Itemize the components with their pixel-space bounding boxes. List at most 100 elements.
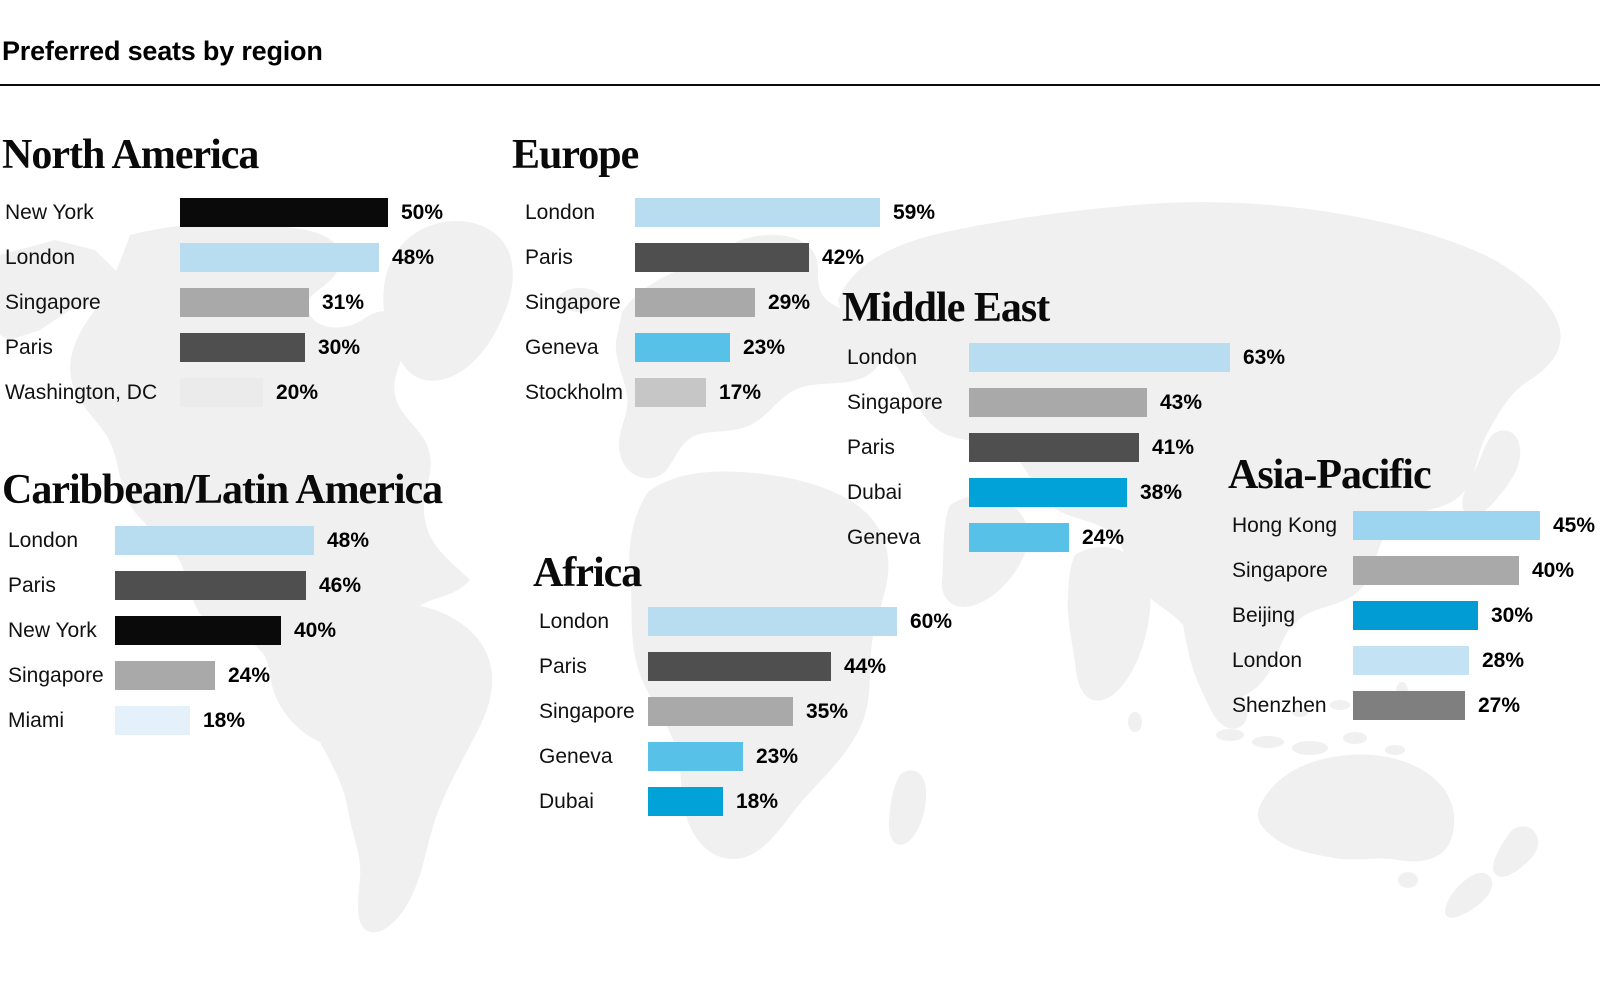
value-label: 46%: [319, 573, 362, 597]
value-label: 59%: [893, 200, 936, 224]
bar-row: London 63%: [847, 335, 1285, 380]
value-bar: [115, 616, 281, 645]
value-bar: [180, 378, 263, 407]
value-label: 24%: [228, 663, 271, 687]
value-label: 18%: [736, 789, 779, 813]
city-label: London: [1232, 648, 1303, 672]
bar-row: London 59%: [525, 190, 935, 235]
value-bar: [115, 661, 215, 690]
value-bar: [180, 243, 379, 272]
value-label: 27%: [1478, 693, 1521, 717]
value-bar: [635, 288, 755, 317]
value-label: 23%: [743, 335, 786, 359]
city-label: Dubai: [847, 480, 902, 504]
value-label: 48%: [327, 528, 370, 552]
region-rows: London 63% Singapore 43% Paris 41% Dubai 38% Gen…: [847, 335, 1285, 560]
city-label: Paris: [8, 573, 56, 597]
city-label: London: [8, 528, 79, 552]
city-label: Dubai: [539, 789, 594, 813]
city-label: Paris: [525, 245, 573, 269]
value-label: 29%: [768, 290, 811, 314]
value-label: 18%: [203, 708, 246, 732]
value-bar: [969, 523, 1069, 552]
value-label: 41%: [1152, 435, 1195, 459]
city-label: Geneva: [525, 335, 599, 359]
bar-row: Singapore 29%: [525, 280, 935, 325]
value-bar: [635, 198, 880, 227]
value-label: 38%: [1140, 480, 1183, 504]
value-bar: [648, 742, 743, 771]
value-bar: [969, 478, 1127, 507]
value-label: 40%: [1532, 558, 1575, 582]
bar-row: Paris 42%: [525, 235, 935, 280]
value-bar: [1353, 556, 1519, 585]
bar-row: Dubai 18%: [539, 779, 952, 824]
value-label: 63%: [1243, 345, 1286, 369]
bar-row: Paris 30%: [5, 325, 443, 370]
city-label: Paris: [5, 335, 53, 359]
value-label: 40%: [294, 618, 337, 642]
value-label: 24%: [1082, 525, 1125, 549]
bar-row: Paris 41%: [847, 425, 1285, 470]
bar-row: Singapore 43%: [847, 380, 1285, 425]
region-rows: London 48% Paris 46% New York 40% Singapore 24%…: [8, 518, 369, 743]
value-bar: [115, 706, 190, 735]
city-label: Geneva: [847, 525, 921, 549]
region-heading: Africa: [533, 550, 642, 596]
city-label: Singapore: [5, 290, 101, 314]
value-bar: [180, 333, 305, 362]
city-label: Hong Kong: [1232, 513, 1338, 537]
city-label: New York: [8, 618, 97, 642]
header-divider: [0, 84, 1600, 86]
city-label: Washington, DC: [5, 380, 158, 404]
value-bar: [969, 343, 1230, 372]
value-bar: [635, 378, 706, 407]
value-label: 48%: [392, 245, 435, 269]
bar-row: Washington, DC 20%: [5, 370, 443, 415]
value-label: 23%: [756, 744, 799, 768]
value-bar: [635, 243, 809, 272]
region-rows: New York 50% London 48% Singapore 31% Paris 30%…: [5, 190, 443, 415]
value-label: 31%: [322, 290, 365, 314]
bar-row: New York 40%: [8, 608, 369, 653]
bar-row: London 60%: [539, 599, 952, 644]
value-bar: [648, 697, 793, 726]
value-bar: [1353, 691, 1465, 720]
region-rows: London 59% Paris 42% Singapore 29% Geneva 23% St…: [525, 190, 935, 415]
value-bar: [648, 652, 831, 681]
page-title: Preferred seats by region: [2, 36, 323, 66]
bar-row: London 48%: [5, 235, 443, 280]
city-label: Stockholm: [525, 380, 624, 404]
value-bar: [635, 333, 730, 362]
region-heading: Europe: [512, 132, 639, 178]
city-label: Singapore: [525, 290, 621, 314]
bar-row: Miami 18%: [8, 698, 369, 743]
value-bar: [648, 787, 723, 816]
bar-row: Geneva 24%: [847, 515, 1285, 560]
region-heading: Middle East: [842, 285, 1050, 331]
value-bar: [180, 288, 309, 317]
city-label: London: [5, 245, 76, 269]
bar-row: London 28%: [1232, 638, 1595, 683]
city-label: Geneva: [539, 744, 613, 768]
bar-row: Beijing 30%: [1232, 593, 1595, 638]
city-label: London: [525, 200, 596, 224]
bar-row: Singapore 35%: [539, 689, 952, 734]
bar-row: New York 50%: [5, 190, 443, 235]
city-label: Shenzhen: [1232, 693, 1327, 717]
bar-row: Paris 44%: [539, 644, 952, 689]
city-label: Paris: [539, 654, 587, 678]
city-label: Paris: [847, 435, 895, 459]
value-label: 42%: [822, 245, 865, 269]
value-bar: [115, 571, 306, 600]
city-label: London: [539, 609, 610, 633]
bar-row: Paris 46%: [8, 563, 369, 608]
value-label: 45%: [1553, 513, 1596, 537]
bar-row: Hong Kong 45%: [1232, 503, 1595, 548]
value-bar: [969, 433, 1139, 462]
bar-row: Shenzhen 27%: [1232, 683, 1595, 728]
bar-row: Singapore 31%: [5, 280, 443, 325]
city-label: Beijing: [1232, 603, 1296, 627]
city-label: London: [847, 345, 918, 369]
